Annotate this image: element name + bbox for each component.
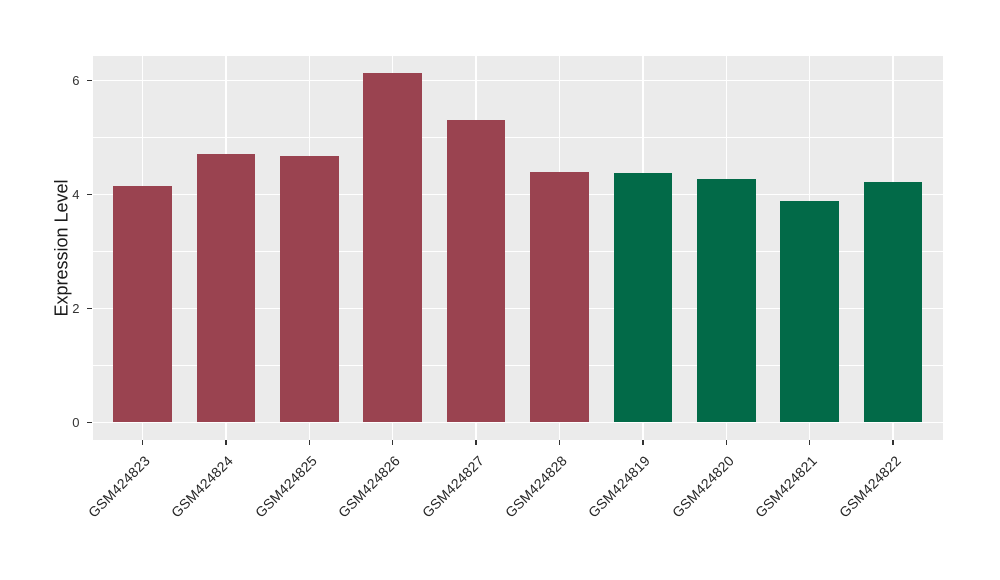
x-tick-mark [391,440,394,445]
major-gridline [93,193,943,196]
x-tick-label: GSM424820 [668,452,737,521]
bar-GSM424823 [113,186,172,423]
bar-GSM424826 [363,73,422,423]
x-tick-label: GSM424827 [418,452,487,521]
minor-gridline [93,250,943,252]
bar-GSM424821 [780,201,839,423]
x-tick-mark [642,440,644,445]
bar-GSM424820 [697,178,756,423]
y-tick-label: 4 [72,186,80,202]
y-axis-title: Expression Level [51,179,72,317]
x-tick-mark [475,440,477,445]
y-tick-mark [87,193,92,196]
x-tick-mark [308,440,311,445]
x-tick-mark [725,440,728,445]
x-tick-mark [558,440,561,445]
x-tick-mark [141,440,144,445]
x-tick-label: GSM424823 [84,452,154,521]
minor-gridline [93,136,943,138]
x-tick-label: GSM424822 [835,452,904,521]
major-gridline [93,421,943,424]
y-tick-label: 0 [72,414,80,430]
x-tick-label: GSM424825 [251,452,320,521]
plot-panel [93,56,943,440]
bar-GSM424824 [196,154,256,423]
bar-GSM424828 [530,172,589,423]
bar-GSM424827 [446,119,506,423]
major-gridline [93,79,943,82]
x-tick-mark [892,440,894,445]
minor-gridline [93,364,943,366]
bar-GSM424825 [280,155,339,423]
x-tick-mark [808,440,811,445]
x-tick-label: GSM424826 [335,452,404,521]
y-tick-mark [87,79,92,82]
x-tick-mark [225,440,227,445]
y-tick-mark [87,307,92,310]
x-tick-label: GSM424821 [752,452,821,521]
x-tick-label: GSM424828 [501,452,571,521]
bar-GSM424819 [613,172,673,423]
major-gridline [93,307,943,310]
y-tick-label: 2 [72,300,80,316]
x-tick-label: GSM424824 [168,452,237,521]
x-tick-label: GSM424819 [585,452,654,521]
y-tick-mark [87,421,92,424]
bar-GSM424822 [863,182,923,423]
y-tick-label: 6 [72,72,80,88]
